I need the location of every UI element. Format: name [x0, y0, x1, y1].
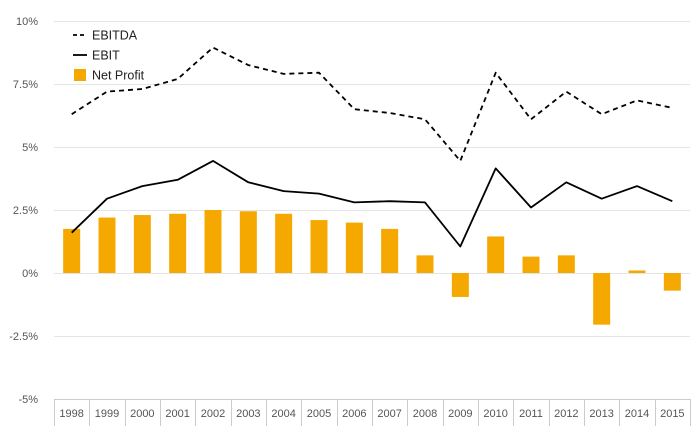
- net-profit-bar: [204, 210, 222, 273]
- x-tick-label: 2007: [377, 408, 401, 420]
- y-tick-label: -2.5%: [9, 331, 38, 343]
- net-profit-bar: [522, 256, 540, 273]
- x-tick-label: 2008: [413, 408, 437, 420]
- net-profit-bar: [416, 255, 434, 273]
- net-profit-bar: [345, 222, 363, 273]
- net-profit-bar: [310, 220, 328, 273]
- y-tick-label: -5%: [18, 394, 38, 406]
- x-tick-label: 2003: [236, 408, 260, 420]
- line-series: [71, 46, 673, 248]
- net-profit-bar: [487, 236, 505, 273]
- net-profit-bar: [133, 215, 151, 273]
- net-profit-bar: [169, 213, 187, 273]
- net-profit-bar: [628, 270, 646, 273]
- legend-label-ebit: EBIT: [92, 49, 120, 63]
- x-tick-label: 2014: [625, 408, 649, 420]
- x-tick-label: 2010: [483, 408, 507, 420]
- ebit-line: [71, 159, 673, 248]
- net-profit-bar: [275, 213, 293, 273]
- net-profit-bar: [557, 255, 575, 273]
- x-tick-label: 2005: [307, 408, 331, 420]
- net-profit-bar: [239, 211, 257, 273]
- x-tick-label: 2012: [554, 408, 578, 420]
- x-tick-label: 2006: [342, 408, 366, 420]
- y-axis: 10% 7.5% 5% 2.5% 0% -2.5% -5%: [9, 16, 38, 406]
- net-profit-bar: [663, 273, 681, 291]
- net-profit-bar: [381, 228, 399, 273]
- legend: EBITDA EBIT Net Profit: [73, 29, 145, 83]
- net-profit-bar: [451, 273, 469, 297]
- net-profit-bar: [63, 228, 81, 273]
- legend-swatch-net-profit: [74, 69, 86, 81]
- x-tick-label: 1998: [59, 408, 83, 420]
- x-tick-label: 2009: [448, 408, 472, 420]
- ebitda-line: [71, 46, 673, 162]
- gridlines: [54, 21, 690, 400]
- x-tick-label: 1999: [95, 408, 119, 420]
- net-profit-bar: [593, 273, 611, 325]
- y-tick-label: 10%: [16, 16, 38, 28]
- net-profit-bars: [63, 210, 681, 325]
- x-tick-label: 2015: [660, 408, 684, 420]
- y-tick-label: 5%: [22, 142, 38, 154]
- net-profit-bar: [98, 217, 116, 273]
- x-tick-label: 2004: [271, 408, 295, 420]
- x-tick-label: 2000: [130, 408, 154, 420]
- x-axis: 1998 1999 2000 2001 2002 2003 2004 2005 2006 2007…: [54, 399, 691, 426]
- y-tick-label: 2.5%: [13, 205, 38, 217]
- y-tick-label: 7.5%: [13, 79, 38, 91]
- y-tick-label: 0%: [22, 268, 38, 280]
- legend-label-net-profit: Net Profit: [92, 69, 145, 83]
- x-tick-label: 2013: [589, 408, 613, 420]
- x-tick-label: 2001: [165, 408, 189, 420]
- legend-label-ebitda: EBITDA: [92, 29, 138, 43]
- x-tick-label: 2002: [201, 408, 225, 420]
- x-tick-label: 2011: [519, 408, 543, 420]
